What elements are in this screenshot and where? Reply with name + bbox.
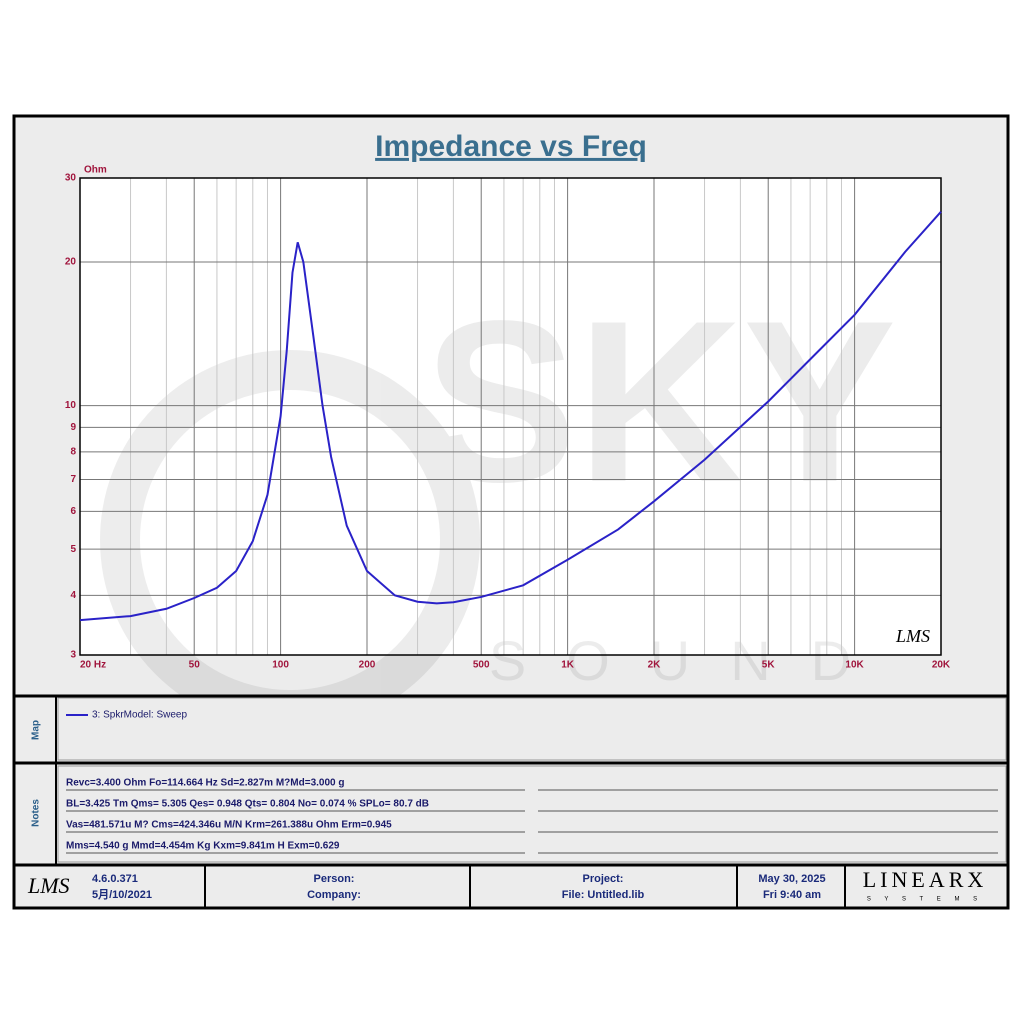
notes-label: Notes bbox=[31, 799, 42, 827]
x-tick-label: 50 bbox=[189, 660, 201, 671]
plot-border bbox=[79, 177, 942, 656]
x-tick-label: 500 bbox=[473, 660, 490, 671]
brand-sub: S Y S T E M S bbox=[867, 897, 983, 903]
footer-logo: LMS bbox=[27, 873, 70, 898]
project: Project: bbox=[583, 873, 624, 885]
y-tick-label: 7 bbox=[70, 474, 76, 485]
note-line: Mms=4.540 g Mmd=4.454m Kg Kxm=9.841m H E… bbox=[66, 841, 340, 852]
x-tick-label: 2K bbox=[648, 660, 662, 671]
note-line: Vas=481.571u M? Cms=424.346u M/N Krm=261… bbox=[66, 820, 392, 831]
y-tick-label: 4 bbox=[70, 590, 76, 601]
chart-title: Impedance vs Freq bbox=[375, 130, 647, 163]
note-line: BL=3.425 Tm Qms= 5.305 Qes= 0.948 Qts= 0… bbox=[66, 799, 429, 810]
brand: LINEARX bbox=[863, 867, 988, 892]
y-tick-label: 3 bbox=[70, 650, 76, 661]
notes-box bbox=[57, 765, 1007, 863]
watermark-brand: SKY bbox=[424, 273, 897, 530]
y-tick-label: 9 bbox=[70, 422, 76, 433]
x-tick-label: 20K bbox=[932, 660, 951, 671]
note-line: Revc=3.400 Ohm Fo=114.664 Hz Sd=2.827m M… bbox=[66, 778, 344, 789]
build-date: 5月/10/2021 bbox=[92, 888, 152, 901]
map-label: Map bbox=[31, 720, 42, 740]
x-tick-label: 1K bbox=[561, 660, 575, 671]
y-axis-label: Ohm bbox=[84, 165, 107, 176]
version: 4.6.0.371 bbox=[92, 873, 138, 885]
y-tick-label: 5 bbox=[70, 544, 76, 555]
person: Person: bbox=[314, 873, 355, 885]
plot-area bbox=[80, 178, 941, 655]
map-box bbox=[57, 697, 1007, 761]
plot-logo: LMS bbox=[895, 626, 930, 646]
x-tick-label: 10K bbox=[845, 660, 864, 671]
x-tick-label: 20 Hz bbox=[80, 660, 106, 671]
company: Company: bbox=[307, 889, 361, 901]
file: File: Untitled.lib bbox=[562, 889, 645, 901]
y-tick-label: 20 bbox=[65, 257, 77, 268]
y-tick-label: 6 bbox=[70, 506, 76, 517]
time: Fri 9:40 am bbox=[763, 889, 821, 901]
y-tick-label: 30 bbox=[65, 173, 77, 184]
legend-entry: 3: SpkrModel: Sweep bbox=[92, 710, 187, 721]
x-tick-label: 100 bbox=[272, 660, 289, 671]
x-tick-label: 200 bbox=[359, 660, 376, 671]
watermark-sub: SOUND bbox=[489, 629, 891, 692]
date: May 30, 2025 bbox=[758, 873, 825, 885]
y-tick-label: 10 bbox=[65, 400, 77, 411]
y-tick-label: 8 bbox=[70, 446, 76, 457]
x-tick-label: 5K bbox=[762, 660, 776, 671]
impedance-curve bbox=[79, 211, 942, 622]
